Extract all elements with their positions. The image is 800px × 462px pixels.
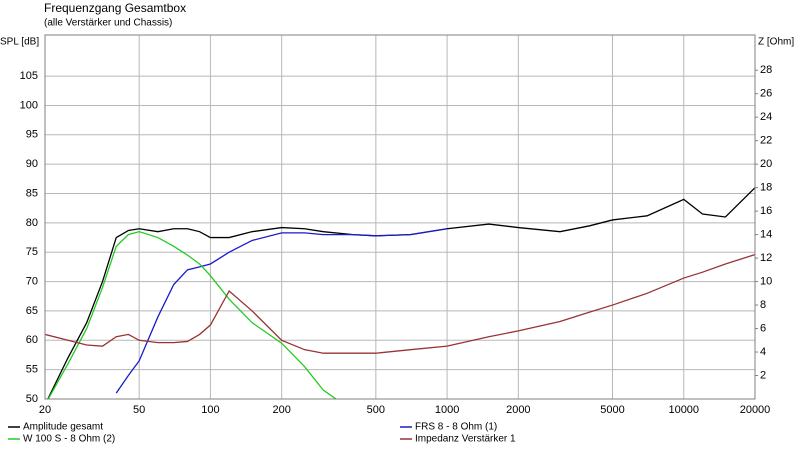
x-tick-label: 1000 [435, 404, 459, 416]
legend: Amplitude gesamt FRS 8 - 8 Ohm (1) W 100 S… [8, 422, 516, 445]
y2-tick-label: 28 [760, 64, 772, 76]
x-tick-label: 20000 [740, 404, 771, 416]
chart-title: Frequenzgang Gesamtbox [44, 1, 186, 15]
chart-subtitle: (alle Verstärker und Chassis) [44, 18, 172, 29]
series-line [47, 187, 755, 399]
y2-tick-label: 4 [760, 346, 766, 358]
x-tick-label: 20 [39, 404, 51, 416]
y-tick-label: 55 [26, 364, 38, 376]
x-tick-label: 50 [133, 404, 145, 416]
x-tick-label: 10000 [668, 404, 699, 416]
y2-tick-label: 18 [760, 182, 772, 194]
y-tick-label: 60 [26, 334, 38, 346]
y2-tick-label: 6 [760, 322, 766, 334]
y2-tick-label: 22 [760, 135, 772, 147]
y2-tick-label: 12 [760, 252, 772, 264]
series-line [45, 253, 755, 354]
x-tick-label: 500 [367, 404, 385, 416]
y-tick-label: 50 [26, 393, 38, 405]
y2-tick-label: 26 [760, 88, 772, 100]
x-tick-label: 2000 [506, 404, 530, 416]
x-tick-label: 5000 [600, 404, 624, 416]
y-tick-label: 70 [26, 275, 38, 287]
legend-label: W 100 S - 8 Ohm (2) [23, 434, 115, 445]
y2-tick-label: 24 [760, 111, 772, 123]
y2-tick-label: 10 [760, 275, 772, 287]
y2-tick-label: 16 [760, 205, 772, 217]
y-tick-label: 65 [26, 305, 38, 317]
y-axis-label: SPL [dB] [0, 37, 39, 48]
y2-tick-label: 8 [760, 299, 766, 311]
y-tick-label: 100 [20, 99, 38, 111]
y-tick-label: 75 [26, 246, 38, 258]
legend-label: FRS 8 - 8 Ohm (1) [415, 422, 497, 433]
y-tick-label: 95 [26, 129, 38, 141]
y2-axis-label: Z [Ohm] [758, 37, 794, 48]
legend-label: Impedanz Verstärker 1 [415, 434, 516, 445]
y-tick-label: 90 [26, 158, 38, 170]
y-tick-label: 80 [26, 217, 38, 229]
y-tick-label: 105 [20, 70, 38, 82]
x-tick-label: 100 [201, 404, 219, 416]
x-tick-label: 200 [272, 404, 290, 416]
plot-lines [45, 187, 755, 399]
y-tick-label: 85 [26, 187, 38, 199]
y2-tick-label: 20 [760, 158, 772, 170]
y2-tick-label: 2 [760, 369, 766, 381]
plot-frame [44, 34, 756, 400]
legend-label: Amplitude gesamt [23, 422, 103, 433]
series-line [115, 228, 448, 394]
series-line [47, 231, 338, 399]
y2-tick-label: 14 [760, 229, 772, 241]
